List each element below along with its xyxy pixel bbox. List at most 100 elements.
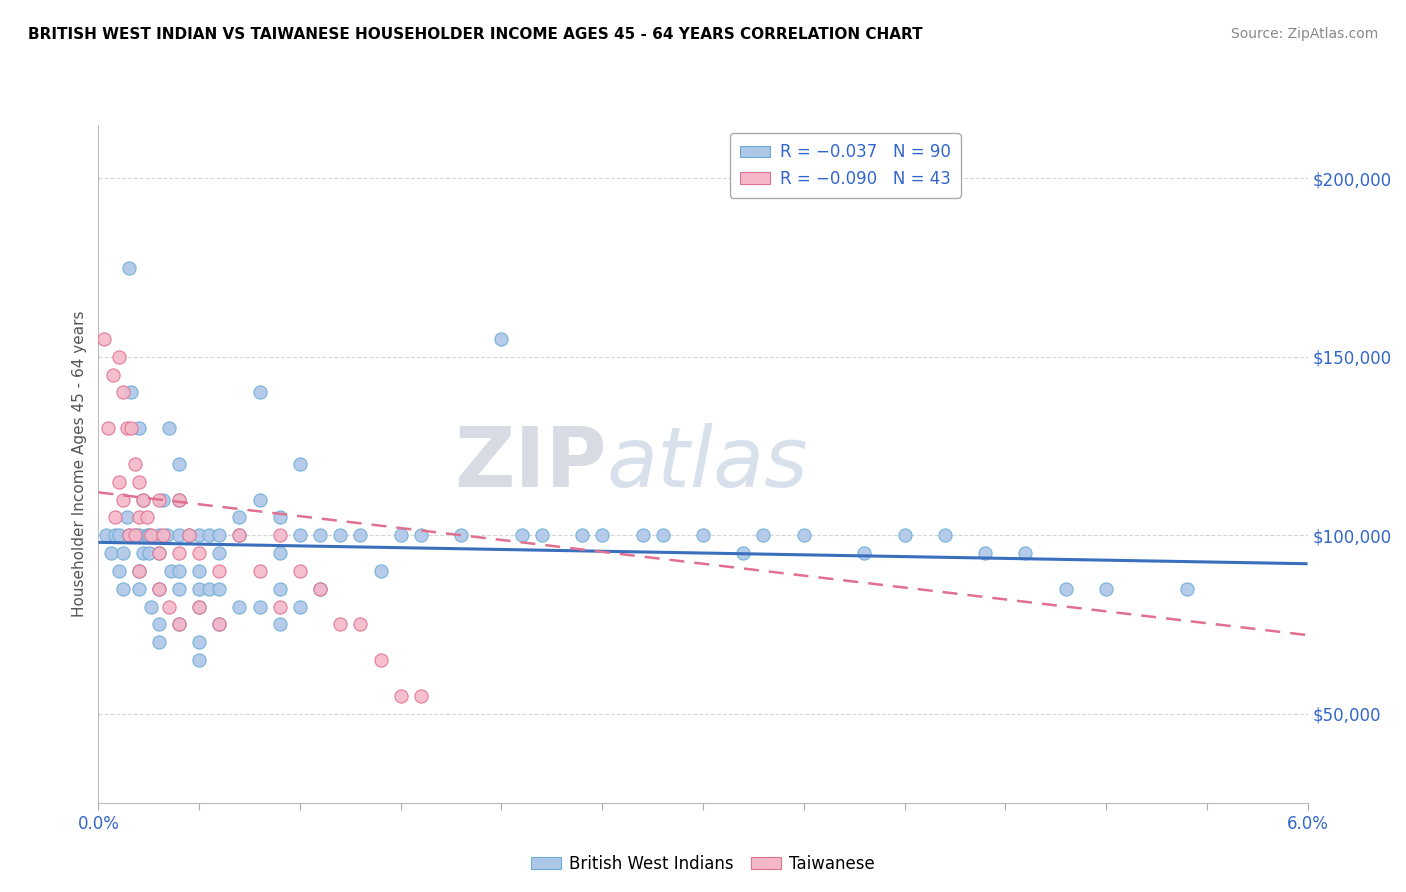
Point [128, 528, 150, 542]
Text: BRITISH WEST INDIAN VS TAIWANESE HOUSEHOLDER INCOME AGES 45 - 64 YEARS CORRELATI: BRITISH WEST INDIAN VS TAIWANESE HOUSEHO… [28, 27, 922, 42]
Point [752, 528, 775, 542]
Point [249, 564, 271, 578]
Point [329, 528, 352, 542]
Point [228, 510, 250, 524]
Point [152, 528, 174, 542]
Point [160, 564, 183, 578]
Point [188, 546, 211, 560]
Text: atlas: atlas [606, 424, 808, 504]
Point [139, 599, 162, 614]
Point [571, 528, 593, 542]
Point [111, 385, 134, 400]
Legend: British West Indians, Taiwanese: British West Indians, Taiwanese [524, 848, 882, 880]
Point [167, 492, 190, 507]
Point [208, 564, 231, 578]
Point [450, 528, 472, 542]
Point [93, 332, 115, 346]
Point [157, 421, 180, 435]
Point [128, 564, 150, 578]
Point [132, 492, 155, 507]
Point [148, 617, 170, 632]
Point [269, 510, 291, 524]
Point [309, 582, 332, 596]
Point [651, 528, 673, 542]
Point [389, 528, 412, 542]
Point [148, 528, 170, 542]
Point [188, 582, 211, 596]
Point [269, 599, 291, 614]
Y-axis label: Householder Income Ages 45 - 64 years: Householder Income Ages 45 - 64 years [72, 310, 87, 617]
Point [132, 546, 155, 560]
Point [124, 528, 146, 542]
Point [934, 528, 956, 542]
Point [1014, 546, 1036, 560]
Point [228, 599, 250, 614]
Point [138, 528, 160, 542]
Point [132, 492, 155, 507]
Point [269, 582, 291, 596]
Point [269, 546, 291, 560]
Point [329, 617, 352, 632]
Point [208, 528, 231, 542]
Point [692, 528, 714, 542]
Point [167, 564, 190, 578]
Point [793, 528, 815, 542]
Point [107, 350, 129, 364]
Point [118, 528, 141, 542]
Point [188, 599, 211, 614]
Point [188, 653, 211, 667]
Point [167, 528, 190, 542]
Point [167, 617, 190, 632]
Point [148, 546, 170, 560]
Point [167, 492, 190, 507]
Point [208, 617, 231, 632]
Point [370, 564, 392, 578]
Point [188, 564, 211, 578]
Point [188, 528, 211, 542]
Point [249, 599, 271, 614]
Point [269, 617, 291, 632]
Point [188, 635, 211, 649]
Point [107, 475, 129, 489]
Point [309, 582, 332, 596]
Point [128, 475, 150, 489]
Point [120, 385, 142, 400]
Point [370, 653, 392, 667]
Point [152, 492, 174, 507]
Text: Source: ZipAtlas.com: Source: ZipAtlas.com [1230, 27, 1378, 41]
Point [128, 582, 150, 596]
Point [249, 385, 271, 400]
Point [107, 564, 129, 578]
Point [188, 599, 211, 614]
Point [103, 510, 125, 524]
Point [156, 528, 179, 542]
Point [198, 582, 221, 596]
Point [148, 582, 170, 596]
Point [228, 528, 250, 542]
Point [208, 582, 231, 596]
Point [853, 546, 876, 560]
Point [107, 528, 129, 542]
Point [733, 546, 755, 560]
Point [409, 689, 432, 703]
Point [135, 528, 157, 542]
Point [1054, 582, 1077, 596]
Point [208, 617, 231, 632]
Point [288, 457, 311, 471]
Point [389, 689, 412, 703]
Point [148, 546, 170, 560]
Point [198, 528, 221, 542]
Point [167, 617, 190, 632]
Point [118, 260, 141, 275]
Point [309, 528, 332, 542]
Point [167, 582, 190, 596]
Point [128, 564, 150, 578]
Point [409, 528, 432, 542]
Legend: R = −0.037   N = 90, R = −0.090   N = 43: R = −0.037 N = 90, R = −0.090 N = 43 [730, 133, 960, 197]
Point [128, 421, 150, 435]
Point [1175, 582, 1198, 596]
Point [135, 510, 157, 524]
Point [111, 492, 134, 507]
Point [179, 528, 201, 542]
Point [111, 582, 134, 596]
